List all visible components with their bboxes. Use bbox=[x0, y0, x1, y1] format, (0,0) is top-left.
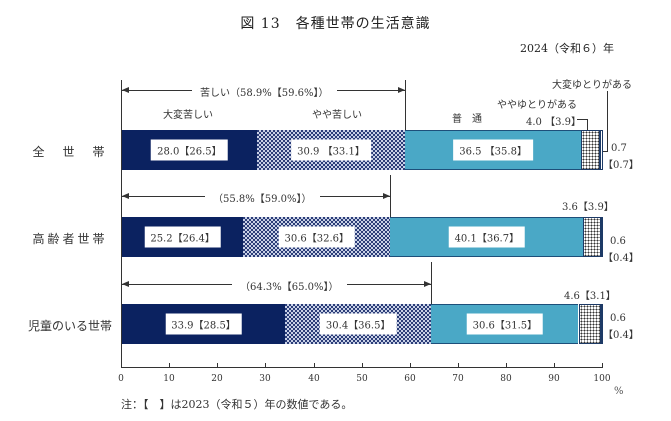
value-row1-somewhat-comfortable: 4.0 【3.9】 bbox=[526, 117, 581, 128]
arrow-right-icon bbox=[398, 87, 405, 93]
value-label: 33.9【28.5】 bbox=[165, 313, 242, 335]
segment-somewhat-comfortable[interactable] bbox=[583, 217, 601, 257]
value-row3-somewhat-comfortable: 4.6【3.1】 bbox=[564, 291, 616, 302]
segment-somewhat-comfortable[interactable] bbox=[580, 130, 601, 170]
row-label-households-with-children: 児童のいる世帯 bbox=[27, 319, 112, 333]
leader-line-row1-s4-h bbox=[577, 119, 587, 120]
row-label-elderly-households: 高齢者世帯 bbox=[32, 232, 108, 246]
bracket-right-row1 bbox=[405, 80, 406, 130]
legend-somewhat-comfortable: ややゆとりがある bbox=[497, 100, 577, 111]
x-axis-line bbox=[121, 367, 603, 368]
x-tick-label: 20 bbox=[211, 374, 223, 384]
x-tick bbox=[217, 363, 218, 367]
value-label: 30.9 【33.1】 bbox=[291, 139, 371, 161]
segment-very-comfortable[interactable] bbox=[600, 217, 604, 257]
segment-normal[interactable]: 30.6【31.5】 bbox=[431, 304, 579, 344]
x-tick-label: 70 bbox=[452, 374, 464, 384]
y-axis-line bbox=[121, 80, 122, 368]
bracket-left-row1 bbox=[121, 80, 122, 130]
value-label: 28.0【26.5】 bbox=[151, 139, 228, 161]
x-tick-label: 30 bbox=[259, 374, 271, 384]
x-tick-label: 40 bbox=[308, 374, 320, 384]
segment-somewhat-hard[interactable]: 30.9 【33.1】 bbox=[256, 130, 406, 170]
legend-normal: 普 通 bbox=[452, 114, 482, 125]
value-row1-very-comfortable: 0.7 bbox=[611, 143, 627, 154]
bracket-label-row1: 苦しい（58.9%【59.6%】） bbox=[192, 84, 337, 99]
value-label: 25.2【26.4】 bbox=[144, 226, 221, 248]
segment-very-hard[interactable]: 33.9【28.5】 bbox=[122, 304, 286, 344]
arrow-left-icon bbox=[122, 87, 129, 93]
x-tick-label: 100 bbox=[593, 374, 611, 384]
segment-normal[interactable]: 36.5 【35.8】 bbox=[405, 130, 581, 170]
chart-year: 2024（令和６）年 bbox=[520, 42, 614, 55]
x-tick-label: 90 bbox=[548, 374, 560, 384]
arrow-left-icon bbox=[122, 281, 129, 287]
segment-very-hard[interactable]: 28.0【26.5】 bbox=[122, 130, 257, 170]
segment-somewhat-hard[interactable]: 30.4【36.5】 bbox=[285, 304, 432, 344]
bracket-label-row2: （55.8%【59.0%】） bbox=[205, 190, 320, 205]
value-row2-very-comfortable: 0.6 bbox=[610, 236, 626, 247]
x-tick bbox=[314, 363, 315, 367]
leader-line-row1-s5-h bbox=[603, 151, 608, 152]
x-tick-label: 80 bbox=[500, 374, 512, 384]
value-row1-very-comfortable-2023: 【0.7】 bbox=[603, 160, 639, 171]
row-label-all-households: 全 世 帯 bbox=[32, 145, 108, 159]
bar-all-households[interactable]: 28.0【26.5】 30.9 【33.1】 36.5 【35.8】 bbox=[122, 130, 604, 170]
chart-title: 図 13 各種世帯の生活意識 bbox=[240, 16, 431, 32]
segment-very-comfortable[interactable] bbox=[600, 130, 604, 170]
legend-very-hard: 大変苦しい bbox=[163, 110, 213, 121]
value-row3-very-comfortable-2023: 【0.4】 bbox=[603, 330, 639, 341]
x-tick bbox=[458, 363, 459, 367]
bracket-right-row2 bbox=[390, 175, 391, 217]
segment-very-comfortable[interactable] bbox=[600, 304, 604, 344]
value-row2-very-comfortable-2023: 【0.4】 bbox=[603, 253, 639, 264]
x-tick bbox=[121, 363, 122, 367]
bracket-right-row3 bbox=[431, 262, 432, 304]
x-tick bbox=[169, 363, 170, 367]
x-tick bbox=[602, 363, 603, 367]
value-label: 40.1【36.7】 bbox=[448, 226, 526, 248]
value-row2-somewhat-comfortable: 3.6【3.9】 bbox=[562, 202, 614, 213]
bracket-label-row3: （64.3%【65.0%】） bbox=[232, 278, 347, 293]
footnote: 注：【 】は2023（令和５）年の数値である。 bbox=[121, 398, 353, 411]
x-tick bbox=[506, 363, 507, 367]
arrow-right-icon bbox=[383, 193, 390, 199]
x-tick bbox=[554, 363, 555, 367]
value-label: 36.5 【35.8】 bbox=[453, 139, 533, 161]
x-tick bbox=[410, 363, 411, 367]
leader-line-row1-s4-v bbox=[587, 119, 588, 131]
bar-households-with-children[interactable]: 33.9【28.5】 30.4【36.5】 30.6【31.5】 bbox=[122, 304, 604, 344]
value-label: 30.6【31.5】 bbox=[466, 313, 544, 335]
x-axis-unit: % bbox=[614, 386, 624, 397]
legend-somewhat-hard: やや苦しい bbox=[312, 110, 362, 121]
value-label: 30.6【32.6】 bbox=[278, 226, 356, 248]
legend-very-comfortable: 大変ゆとりがある bbox=[552, 80, 632, 91]
segment-somewhat-comfortable[interactable] bbox=[578, 304, 601, 344]
x-tick-label: 50 bbox=[356, 374, 368, 384]
x-tick bbox=[362, 363, 363, 367]
segment-normal[interactable]: 40.1【36.7】 bbox=[390, 217, 584, 257]
value-label: 30.4【36.5】 bbox=[319, 313, 397, 335]
segment-somewhat-hard[interactable]: 30.6【32.6】 bbox=[243, 217, 391, 257]
value-row3-very-comfortable: 0.6 bbox=[610, 313, 626, 324]
x-tick-label: 10 bbox=[163, 374, 175, 384]
x-tick-label: 0 bbox=[118, 374, 124, 384]
segment-very-hard[interactable]: 25.2【26.4】 bbox=[122, 217, 244, 257]
arrow-right-icon bbox=[424, 281, 431, 287]
leader-line-row1-s5 bbox=[607, 91, 608, 151]
x-tick bbox=[265, 363, 266, 367]
arrow-left-icon bbox=[122, 193, 129, 199]
bar-elderly-households[interactable]: 25.2【26.4】 30.6【32.6】 40.1【36.7】 bbox=[122, 217, 604, 257]
x-tick-label: 60 bbox=[404, 374, 416, 384]
